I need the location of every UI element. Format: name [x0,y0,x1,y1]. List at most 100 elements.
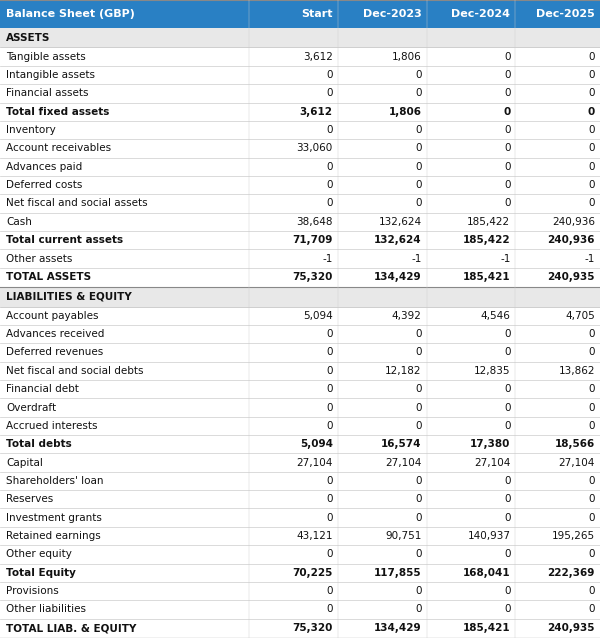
Text: 0: 0 [415,494,422,504]
Text: 132,624: 132,624 [379,217,422,227]
Text: 4,392: 4,392 [392,311,422,321]
Text: Deferred costs: Deferred costs [6,180,82,190]
Bar [0,28,600,47]
Bar [0,545,600,563]
Text: Dec-2024: Dec-2024 [451,9,511,19]
Text: 117,855: 117,855 [374,568,422,577]
Text: 0: 0 [326,125,333,135]
Text: -1: -1 [322,253,333,263]
Text: 1,806: 1,806 [392,52,422,62]
Text: 140,937: 140,937 [467,531,511,541]
Bar [0,398,600,417]
Text: 3,612: 3,612 [303,52,333,62]
Text: Other equity: Other equity [6,549,72,560]
Text: 0: 0 [415,144,422,153]
Bar [0,103,600,121]
Text: 0: 0 [504,198,511,209]
Text: Net fiscal and social assets: Net fiscal and social assets [6,198,148,209]
Text: 0: 0 [415,125,422,135]
Text: 27,104: 27,104 [559,457,595,468]
Text: Total fixed assets: Total fixed assets [6,107,109,117]
Text: Overdraft: Overdraft [6,403,56,413]
Text: 185,421: 185,421 [463,272,511,283]
Text: 0: 0 [415,70,422,80]
Text: 195,265: 195,265 [552,531,595,541]
Text: Reserves: Reserves [6,494,53,504]
Text: 38,648: 38,648 [296,217,333,227]
Text: 0: 0 [504,125,511,135]
Text: -1: -1 [411,253,422,263]
Text: 240,935: 240,935 [548,272,595,283]
Text: 0: 0 [415,162,422,172]
Text: 0: 0 [504,604,511,614]
Text: 0: 0 [589,348,595,357]
Bar [0,84,600,103]
Bar [0,158,600,176]
Text: 0: 0 [326,329,333,339]
Bar [0,249,600,268]
Text: 0: 0 [589,586,595,596]
Bar [0,563,600,582]
Text: 0: 0 [326,421,333,431]
Text: Tangible assets: Tangible assets [6,52,86,62]
Bar [0,380,600,398]
Bar [0,508,600,527]
Text: 0: 0 [415,549,422,560]
Bar [0,212,600,231]
Bar [0,343,600,362]
Text: 27,104: 27,104 [474,457,511,468]
Text: Dec-2025: Dec-2025 [536,9,595,19]
Bar [0,619,600,638]
Text: Capital: Capital [6,457,43,468]
Text: 0: 0 [504,494,511,504]
Bar [0,600,600,619]
Text: 0: 0 [589,549,595,560]
Bar [0,176,600,195]
Text: 0: 0 [589,494,595,504]
Text: 0: 0 [326,476,333,486]
Text: 5,094: 5,094 [303,311,333,321]
Text: 0: 0 [504,348,511,357]
Text: 0: 0 [589,329,595,339]
Text: 0: 0 [589,384,595,394]
Text: 17,380: 17,380 [470,439,511,449]
Text: 75,320: 75,320 [292,623,333,634]
Text: 75,320: 75,320 [292,272,333,283]
Text: 0: 0 [504,70,511,80]
Text: 0: 0 [589,144,595,153]
Text: 4,705: 4,705 [565,311,595,321]
Text: Retained earnings: Retained earnings [6,531,101,541]
Text: 27,104: 27,104 [296,457,333,468]
Text: 0: 0 [589,180,595,190]
Text: 0: 0 [326,89,333,98]
Text: Start: Start [301,9,333,19]
Text: 0: 0 [326,366,333,376]
Text: 0: 0 [415,403,422,413]
Text: 0: 0 [415,512,422,523]
Text: 27,104: 27,104 [385,457,422,468]
Text: 240,936: 240,936 [552,217,595,227]
Text: 0: 0 [589,476,595,486]
Text: 0: 0 [589,52,595,62]
Text: 0: 0 [415,384,422,394]
Bar [0,231,600,249]
Text: 0: 0 [504,549,511,560]
Text: 0: 0 [589,604,595,614]
Text: 0: 0 [326,403,333,413]
Bar [0,66,600,84]
Text: Accrued interests: Accrued interests [6,421,97,431]
Text: Balance Sheet (GBP): Balance Sheet (GBP) [6,9,135,19]
Text: Provisions: Provisions [6,586,59,596]
Text: 0: 0 [504,89,511,98]
Text: 0: 0 [589,125,595,135]
Bar [0,268,600,287]
Text: 0: 0 [415,421,422,431]
Text: 0: 0 [326,549,333,560]
Text: 0: 0 [326,586,333,596]
Bar [0,0,600,28]
Text: 70,225: 70,225 [292,568,333,577]
Text: 0: 0 [415,604,422,614]
Text: 18,566: 18,566 [555,439,595,449]
Bar [0,325,600,343]
Bar [0,121,600,139]
